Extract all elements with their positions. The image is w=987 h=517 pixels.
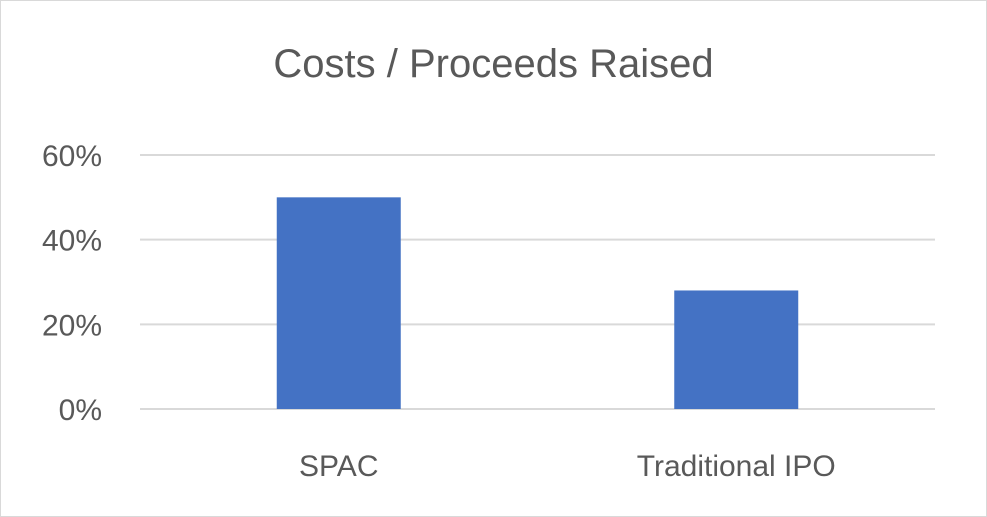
y-tick-label: 60% [42,140,102,173]
y-tick-label: 0% [59,394,102,427]
bar-spac [276,197,401,409]
bar-traditional-ipo [674,290,799,409]
y-tick-label: 40% [42,225,102,258]
x-tick-label: Traditional IPO [637,450,836,483]
y-tick-label: 20% [42,309,102,342]
x-tick-label: SPAC [299,450,378,483]
chart-title: Costs / Proceeds Raised [273,42,714,86]
